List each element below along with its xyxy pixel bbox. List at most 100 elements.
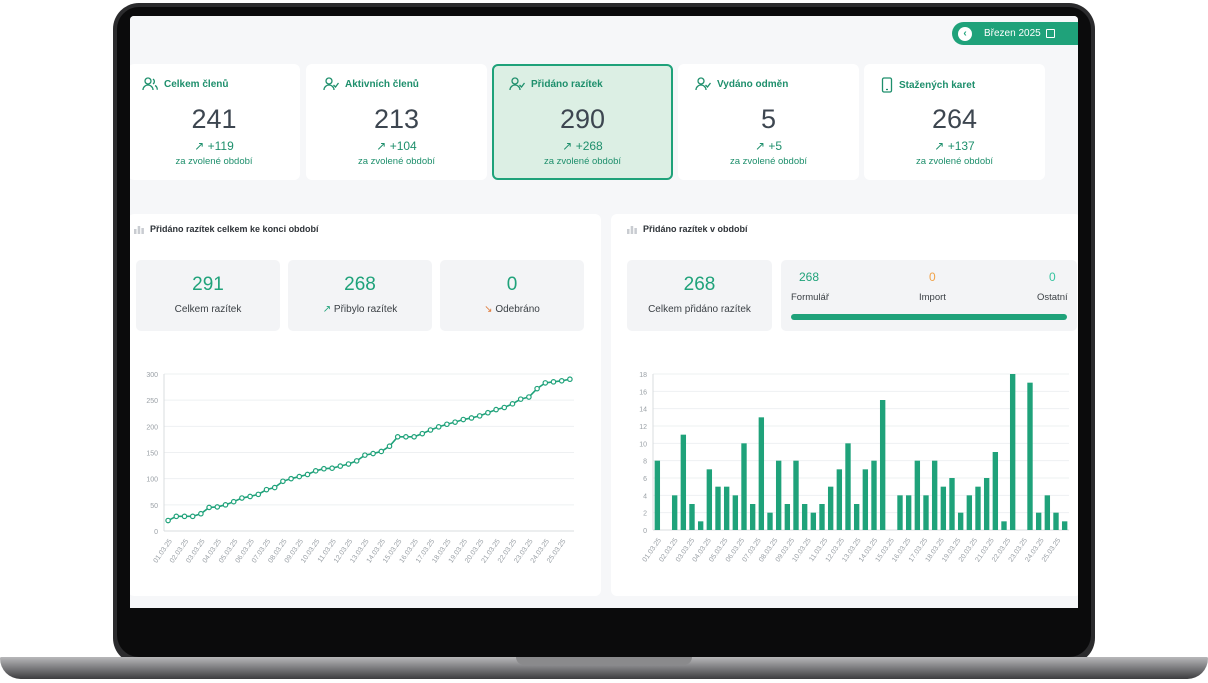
split-label-import: Import — [919, 292, 946, 303]
mini-stat-value: 0 — [506, 274, 518, 295]
data-point — [517, 396, 524, 402]
bar — [879, 400, 886, 530]
bar — [983, 478, 990, 530]
data-point — [534, 385, 540, 392]
bar — [897, 495, 903, 530]
stat-subtitle: za zvolené období — [175, 156, 253, 167]
mini-stat-removed: 0 ↘ Odebráno — [440, 260, 584, 331]
y-tick-label: 18 — [639, 372, 647, 379]
arrow-up-right-icon: ↗ — [562, 139, 573, 153]
data-point — [214, 504, 221, 510]
stat-delta: ↗ +268 — [562, 139, 603, 153]
panel-title-text: Přidáno razítek v období — [643, 224, 748, 234]
bar-chart: 02468101214161801.03.2502.03.2503.03.250… — [639, 372, 1069, 563]
bar — [715, 486, 721, 530]
arrow-up-right-icon: ↗ — [376, 139, 387, 153]
stat-title: Celkem členů — [164, 78, 229, 90]
mini-stat-label: Celkem přidáno razítek — [648, 304, 751, 315]
laptop-base — [0, 657, 1208, 679]
stat-card-downloaded-cards[interactable]: Stažených karet 264 ↗ +137 za zvolené ob… — [864, 64, 1045, 180]
stat-delta: ↗ +5 — [754, 139, 783, 153]
bar — [923, 495, 929, 530]
y-tick-label: 100 — [146, 477, 158, 484]
stat-card-active-members[interactable]: Aktivních členů 213 ↗ +104 za zvolené ob… — [306, 64, 487, 180]
chevron-left-icon[interactable]: ‹ — [958, 26, 972, 41]
y-tick-label: 200 — [146, 424, 158, 431]
split-value-import: 0 — [929, 270, 936, 284]
bar — [1001, 521, 1007, 530]
stat-card-stamps-added[interactable]: Přidáno razítek 290 ↗ +268 za zvolené ob… — [492, 64, 673, 180]
y-tick-label: 2 — [643, 511, 647, 518]
bar — [836, 469, 843, 530]
data-point — [198, 510, 204, 517]
y-tick-label: 150 — [146, 451, 158, 458]
stat-subtitle: za zvolené období — [357, 156, 436, 167]
mini-stat-label: Celkem razítek — [174, 304, 242, 315]
y-tick-label: 10 — [639, 441, 647, 448]
data-point — [558, 378, 565, 384]
stat-value: 264 — [931, 104, 978, 134]
bar — [784, 504, 791, 530]
bar — [905, 495, 912, 530]
stat-value: 290 — [559, 104, 606, 134]
data-point — [304, 471, 311, 478]
data-point — [329, 465, 335, 472]
mini-stat-added: 268 ↗ Přibylo razítek — [288, 260, 432, 331]
data-point — [189, 513, 196, 520]
data-point — [386, 443, 393, 450]
bar — [767, 512, 773, 530]
mini-stat-total-added: 268 Celkem přidáno razítek — [627, 260, 772, 331]
bar — [801, 504, 808, 530]
data-point — [337, 463, 344, 469]
bar — [853, 504, 860, 530]
bar — [845, 443, 851, 530]
phone-icon — [881, 77, 893, 93]
users-icon — [142, 77, 158, 91]
period-label: Březen 2025 — [984, 28, 1041, 39]
period-selector[interactable]: ‹ Březen 2025 — [952, 22, 1078, 45]
data-point — [567, 376, 573, 383]
mini-stat-value: 268 — [683, 274, 716, 295]
data-point — [362, 452, 368, 458]
data-point — [370, 450, 376, 457]
bar — [810, 512, 817, 530]
stat-title: Vydáno odměn — [717, 78, 789, 90]
stat-title: Stažených karet — [899, 79, 976, 91]
data-point — [378, 448, 385, 455]
data-point — [255, 491, 262, 498]
bar — [1044, 495, 1051, 530]
data-point — [345, 461, 352, 467]
split-value-form: 268 — [799, 270, 820, 284]
users-check-icon — [695, 77, 711, 91]
stat-card-rewards[interactable]: Vydáno odměn 5 ↗ +5 za zvolené období — [678, 64, 859, 180]
stat-subtitle: za zvolené období — [543, 156, 622, 167]
bar — [819, 504, 825, 530]
data-point — [403, 434, 409, 440]
bar — [758, 417, 765, 530]
data-point — [288, 475, 294, 482]
bar — [975, 486, 981, 530]
bar — [749, 504, 756, 530]
data-point — [501, 404, 508, 411]
data-point — [493, 406, 499, 413]
split-label-form: Formulář — [791, 292, 830, 303]
y-tick-label: 250 — [146, 398, 158, 405]
bar — [914, 460, 921, 530]
bar — [697, 521, 704, 530]
dashboard-screen: ‹ Březen 2025 Celkem členů 241 ↗ +119 za… — [130, 16, 1078, 608]
data-point — [419, 430, 426, 437]
calendar-icon[interactable] — [1045, 29, 1055, 38]
stat-card-members[interactable]: Celkem členů 241 ↗ +119 za zvolené obdob… — [130, 64, 300, 180]
data-point — [411, 434, 417, 440]
bar — [741, 443, 747, 530]
data-point — [222, 502, 229, 508]
data-point — [280, 478, 286, 485]
data-point — [542, 380, 549, 386]
data-point — [321, 465, 327, 472]
stat-value: 213 — [373, 104, 420, 134]
y-tick-label: 6 — [643, 476, 647, 483]
bar — [1027, 382, 1033, 530]
bar — [940, 486, 947, 530]
source-split-bar — [791, 314, 1067, 320]
data-point — [485, 409, 491, 416]
